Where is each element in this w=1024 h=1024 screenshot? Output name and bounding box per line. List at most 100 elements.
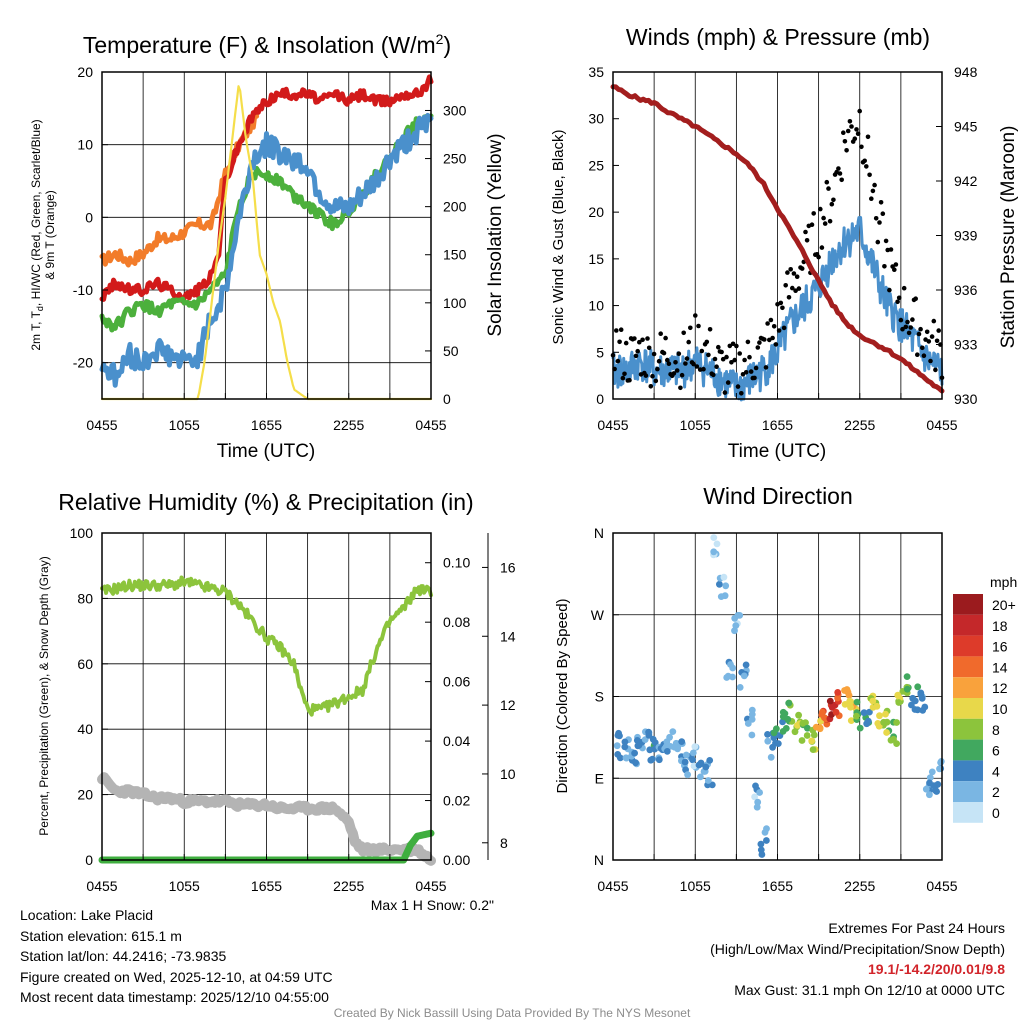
wind-gust-point: [707, 327, 713, 332]
direction-point: [803, 732, 811, 739]
direction-point: [875, 722, 883, 730]
wind-gust-point: [671, 371, 677, 376]
winds-panel: Winds (mph) & Pressure (mb) 0455 1055 1655…: [550, 24, 1019, 462]
direction-point: [751, 793, 758, 801]
wind-gust-point: [818, 206, 823, 212]
dir-left-ytick-label: N: [594, 525, 604, 541]
direction-point: [697, 773, 704, 781]
direction-point: [635, 742, 643, 749]
direction-point: [903, 685, 911, 693]
direction-point: [710, 534, 718, 541]
wind-gust-point: [877, 220, 882, 225]
direction-point: [893, 719, 900, 726]
wind-gust-point: [665, 357, 670, 363]
wind-left-ytick-label: 15: [588, 251, 604, 267]
wind-gust-point: [781, 325, 787, 331]
direction-point: [816, 725, 824, 733]
direction-point: [804, 724, 811, 732]
direction-grid: [613, 532, 942, 861]
wind-gust-point: [696, 323, 701, 329]
wind-gust-point: [933, 367, 938, 373]
legend-label: 4: [992, 763, 1000, 779]
wind-gust-point: [701, 366, 706, 372]
legend-label: 14: [992, 659, 1008, 675]
temp-xtick-label: 1655: [251, 417, 282, 433]
wind-xtick-label: 2255: [844, 417, 875, 433]
legend-swatch: [953, 781, 983, 802]
direction-panel: Wind Direction 0455 1055 1655 2255 0455 N W S E N…: [554, 483, 1017, 894]
dir-left-ytick-label: N: [594, 852, 604, 868]
direction-point: [678, 738, 686, 745]
temp-xtick-label: 2255: [333, 417, 364, 433]
precip-right-ytick-label: 0.04: [443, 733, 470, 749]
direction-point: [731, 627, 738, 635]
extremes-values: 19.1/-14.2/20/0.01/9.8: [868, 961, 1005, 977]
direction-point: [828, 704, 836, 711]
wind-gust-point: [903, 324, 909, 330]
direction-point: [732, 622, 740, 629]
dir-left-ytick-label: W: [591, 607, 605, 623]
wind-gust-point: [651, 351, 657, 357]
snow-right-ytick-label: 8: [500, 835, 508, 851]
wind-gust-point: [653, 378, 659, 384]
temp-xtick-label: 0455: [86, 417, 117, 433]
wind-gust-point: [663, 335, 668, 341]
direction-point: [742, 661, 750, 669]
wind-gust-point: [753, 365, 759, 371]
wind-gust-point: [729, 360, 734, 365]
rh-left-ytick-label: 60: [77, 656, 93, 672]
direction-point: [764, 731, 771, 738]
wind-gust-point: [676, 351, 682, 357]
direction-point: [651, 739, 659, 746]
direction-point: [740, 672, 748, 680]
direction-point: [722, 582, 730, 590]
humidity-axes: 0455 1055 1655 2255 0455 100 80 60 40 20 0 0.10 0.08…: [70, 525, 516, 894]
direction-point: [720, 573, 728, 581]
wind-gust-point: [875, 239, 881, 245]
wind-gust-point: [635, 348, 640, 354]
direction-point: [914, 683, 922, 691]
direction-point: [736, 684, 744, 691]
direction-point: [716, 580, 723, 588]
wind-gust-point: [934, 338, 940, 344]
wind-gust-point: [931, 318, 937, 324]
dir-xtick-label: 1055: [680, 878, 711, 894]
wind-gust-point: [719, 349, 724, 355]
pressure-line: [610, 84, 945, 394]
direction-point: [736, 612, 744, 619]
wind-gust-point: [748, 369, 754, 374]
dir-left-ytick-label: E: [595, 770, 604, 786]
temperature-panel: Temperature (F) & Insolation (W/m2) 0455…: [29, 31, 506, 462]
wind-gust-point: [768, 317, 774, 323]
direction-point: [782, 725, 790, 732]
direction-point: [748, 731, 756, 739]
temp-xtick-label: 0455: [415, 417, 446, 433]
wind-gust-point: [870, 188, 876, 194]
temperature-axes: 0455 1055 1655 2255 045520100-10-20300250200…: [73, 64, 467, 433]
direction-point: [841, 687, 848, 694]
direction-point: [647, 756, 655, 764]
wind-gust-point: [929, 334, 935, 339]
wind-gust-point: [743, 370, 749, 375]
wind-xtick-label: 0455: [597, 417, 628, 433]
direction-point: [702, 763, 710, 771]
wind-gust-point: [842, 139, 848, 144]
direction-point: [926, 774, 934, 781]
wind-gust-point: [841, 130, 846, 135]
wind-gust-point: [704, 339, 710, 345]
direction-point: [866, 708, 873, 716]
direction-point: [753, 803, 761, 811]
direction-point: [819, 708, 826, 716]
rh-xtick-label: 1655: [251, 878, 282, 894]
legend-label: 2: [992, 784, 1000, 800]
humidity-panel: Relative Humidity (%) & Precipitation (i…: [37, 489, 516, 894]
wind-gust-point: [615, 358, 621, 364]
direction-point: [914, 706, 921, 714]
info-created: Figure created on Wed, 2025-12-10, at 04…: [20, 968, 333, 985]
wind-gust-point: [693, 313, 698, 318]
precip-right-ytick-label: 0.06: [443, 674, 470, 690]
direction-point: [903, 673, 911, 680]
direction-point: [767, 753, 775, 761]
direction-point: [748, 716, 756, 723]
direction-point: [853, 712, 860, 720]
